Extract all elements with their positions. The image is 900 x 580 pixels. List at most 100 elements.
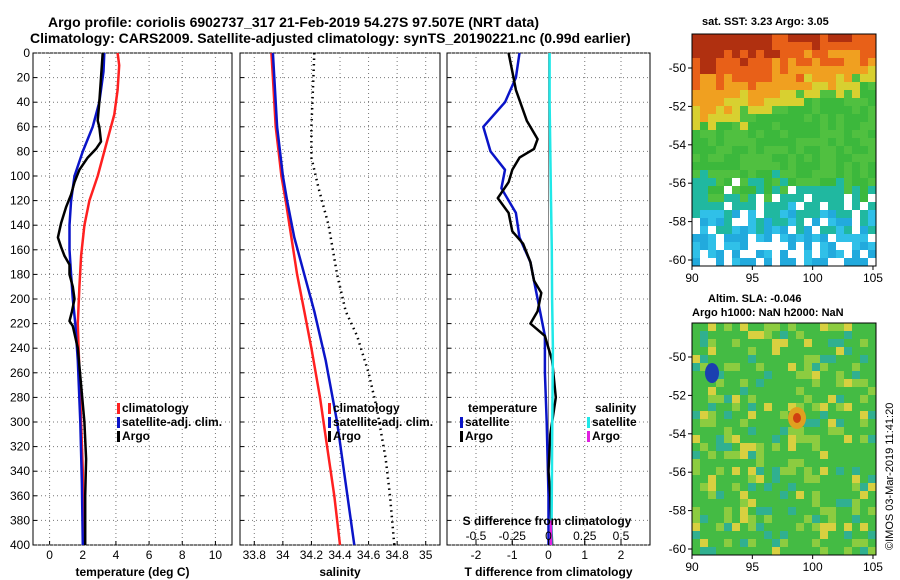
map-cell (700, 347, 708, 355)
map-cell (828, 387, 836, 395)
x-tick-label: 34 (276, 548, 290, 562)
map-cell (716, 371, 724, 379)
map-cell (852, 106, 860, 114)
map-cell (700, 202, 708, 210)
map-cell (772, 178, 780, 186)
map-cell (844, 539, 852, 547)
map-cell (836, 483, 844, 491)
map-cell (868, 50, 876, 58)
map-cell (756, 355, 764, 363)
plot-frame (32, 52, 233, 546)
map-cell (708, 339, 716, 347)
map-cell (732, 82, 740, 90)
map-cell (780, 154, 788, 162)
map-cell (756, 547, 764, 555)
map-cell (692, 467, 700, 475)
map-cell (844, 427, 852, 435)
map-cell (748, 427, 756, 435)
map-cell (804, 355, 812, 363)
map-cell (836, 170, 844, 178)
map-cell (844, 90, 852, 98)
map-cell (756, 130, 764, 138)
map-cell (812, 114, 820, 122)
map-cell (756, 427, 764, 435)
map-cell (812, 411, 820, 419)
map-cell (724, 34, 732, 42)
map-cell (836, 98, 844, 106)
x-axis-label: T difference from climatology (464, 565, 632, 579)
map-cell (868, 363, 876, 371)
map-cell (780, 467, 788, 475)
map-cell (780, 170, 788, 178)
map-cell (804, 186, 812, 194)
map-cell (748, 210, 756, 218)
map-cell (716, 66, 724, 74)
map-cell (788, 531, 796, 539)
map-cell (740, 467, 748, 475)
map-cell (780, 523, 788, 531)
y-tick-label: 160 (10, 243, 30, 257)
map-cell (700, 483, 708, 491)
map-cell (844, 250, 852, 258)
map-cell (772, 387, 780, 395)
map-cell (796, 355, 804, 363)
map-cell (780, 387, 788, 395)
map-cell (780, 42, 788, 50)
map-cell (692, 58, 700, 66)
map-cell (740, 435, 748, 443)
map-cell (780, 379, 788, 387)
map-cell (844, 42, 852, 50)
map-cell (748, 467, 756, 475)
map-cell (692, 50, 700, 58)
map-cell (692, 210, 700, 218)
map-cell (716, 146, 724, 154)
map-cell (788, 363, 796, 371)
map-cell (716, 50, 724, 58)
map-cell (820, 130, 828, 138)
map-cell (700, 363, 708, 371)
y-tick-label: 280 (10, 390, 30, 404)
map-cell (748, 347, 756, 355)
map-cell (764, 34, 772, 42)
legend-swatch (587, 431, 590, 442)
x-tick-label: 34.2 (300, 548, 324, 562)
map-cell (804, 218, 812, 226)
map-cell (692, 531, 700, 539)
map-cell (812, 475, 820, 483)
map-cell (756, 515, 764, 523)
map-cell (844, 154, 852, 162)
map-cell (716, 242, 724, 250)
map-cell (780, 218, 788, 226)
map-cell (732, 531, 740, 539)
map-cell (812, 507, 820, 515)
map-cell (812, 202, 820, 210)
map-cell (692, 82, 700, 90)
map-cell (788, 114, 796, 122)
map-cell (772, 427, 780, 435)
map-cell (828, 250, 836, 258)
legend-label: satellite (465, 415, 510, 429)
map-cell (700, 459, 708, 467)
map-cell (844, 146, 852, 154)
map-cell (692, 138, 700, 146)
map-cell (700, 523, 708, 531)
map-cell (764, 395, 772, 403)
map-cell (860, 451, 868, 459)
map-cell (764, 146, 772, 154)
map-cell (828, 371, 836, 379)
map-cell (716, 218, 724, 226)
map-cell (836, 130, 844, 138)
y-tick-label: 400 (10, 538, 30, 552)
map-cell (740, 34, 748, 42)
map-cell (868, 162, 876, 170)
map-cell (820, 467, 828, 475)
map-cell (748, 250, 756, 258)
legend-label: climatology (122, 401, 189, 415)
map-cell (732, 459, 740, 467)
map-x-tick-label: 100 (803, 560, 823, 574)
map-cell (844, 475, 852, 483)
map-cell (740, 202, 748, 210)
map-cell (868, 146, 876, 154)
map-cell (780, 507, 788, 515)
map-cell (780, 130, 788, 138)
